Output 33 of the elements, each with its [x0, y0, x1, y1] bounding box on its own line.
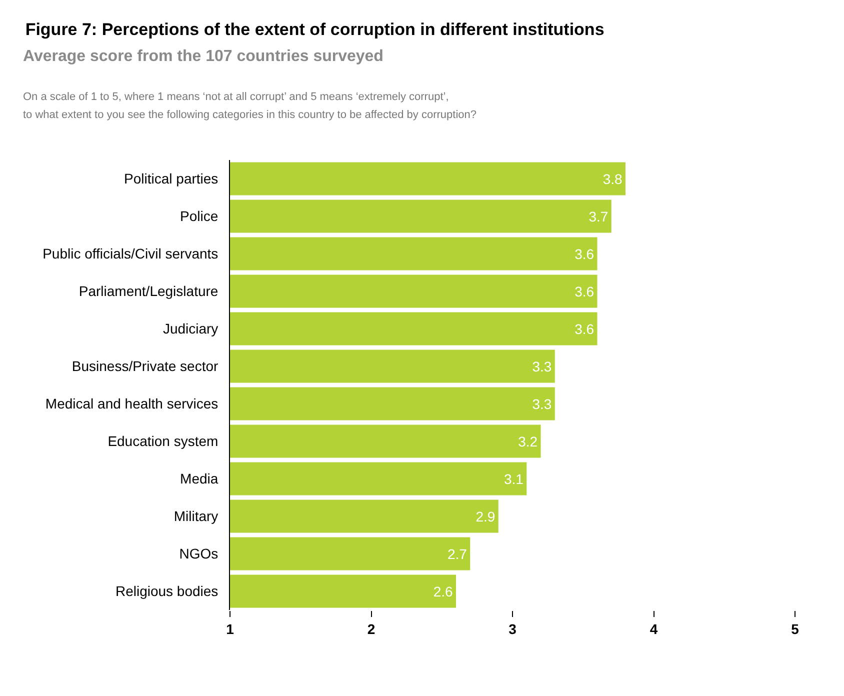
y-tick-label: Police [180, 208, 218, 224]
y-tick-label: Military [174, 508, 218, 524]
y-tick-label: Religious bodies [115, 583, 218, 600]
text: On a scale of 1 to 5, where 1 means ‘not at all corrupt’ and 5 means ‘extremely corrupt’, [23, 91, 449, 103]
data-label: 3.6 [574, 283, 594, 300]
data-label: 2.6 [433, 583, 453, 600]
data-label: 3.3 [532, 396, 552, 412]
data-label: 3.6 [574, 246, 594, 262]
x-tick-label: 1 [226, 620, 234, 637]
y-tick-label: Public officials/Civil servants [42, 246, 218, 262]
x-tick-label: 3 [508, 620, 517, 637]
x-tick-label: 5 [791, 620, 800, 637]
y-tick-label: Parliament/Legislature [78, 283, 218, 300]
data-label: 2.7 [447, 546, 468, 562]
y-tick-label: Media [180, 470, 218, 487]
x-tick-label: 2 [367, 620, 376, 637]
chart-title: Figure 7: Perceptions of the extent of corruption in different institutions [25, 20, 604, 40]
chart-subtitle: Average score from the 107 countries surveyed [23, 48, 384, 65]
data-label: 2.9 [476, 508, 496, 524]
data-label: 3.7 [588, 208, 608, 224]
data-label: 3.1 [504, 470, 524, 487]
text: to what extent to you see the following categories in this country to be affected by corruption? [23, 109, 477, 121]
y-tick-label: Business/Private sector [72, 358, 219, 374]
y-tick-label: Education system [108, 433, 218, 450]
y-tick-label: Political parties [124, 170, 218, 187]
y-tick-label: NGOs [179, 546, 218, 562]
data-label: 3.3 [532, 358, 552, 374]
data-label: 3.6 [574, 320, 594, 337]
data-label: 3.2 [518, 433, 538, 450]
y-tick-label: Medical and health services [45, 396, 218, 412]
y-tick-label: Judiciary [162, 320, 218, 337]
data-label: 3.8 [602, 170, 622, 187]
x-tick-label: 4 [650, 620, 658, 637]
